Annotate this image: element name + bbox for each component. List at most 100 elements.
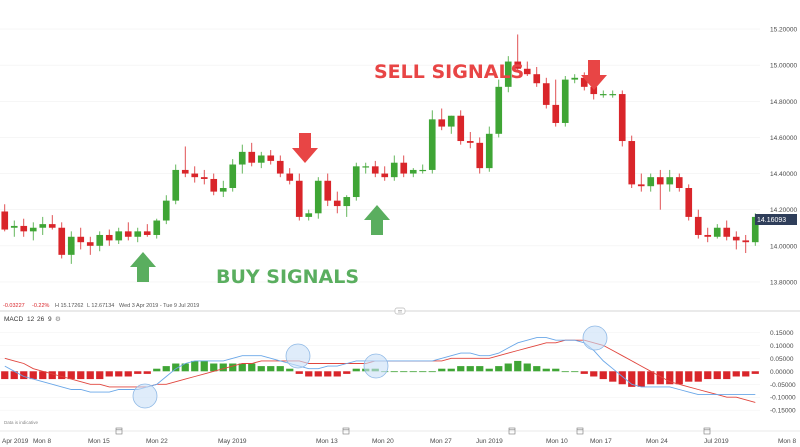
price-tick-label: 15.00000 [770, 63, 797, 70]
candle-down [333, 191, 341, 214]
macd-histogram-bar [162, 366, 170, 372]
candle-body [666, 177, 674, 185]
candle-body [191, 173, 199, 178]
candle-down [276, 155, 284, 178]
macd-histogram-bar [428, 371, 436, 373]
candle-up [10, 220, 18, 237]
candle-body [542, 83, 550, 105]
candle-body [134, 231, 142, 237]
macd-histogram-bar [219, 363, 227, 372]
calendar-icon[interactable] [703, 427, 711, 435]
candle-body [447, 115, 455, 127]
macd-histogram-bar [333, 371, 341, 377]
candle-body [77, 236, 85, 243]
candle-body [10, 225, 18, 228]
candle-body [286, 173, 294, 181]
macd-histogram-bar [200, 360, 208, 372]
candle-down [58, 222, 66, 259]
candle-body [599, 94, 607, 96]
macd-histogram-bar [590, 371, 598, 377]
candle-down [400, 155, 408, 178]
macd-histogram-bar [1, 371, 9, 380]
date-range: Wed 3 Apr 2019 - Tue 9 Jul 2019 [119, 303, 199, 309]
time-tick-label: Mon 13 [316, 438, 338, 445]
candle-body [656, 177, 664, 185]
macd-tick-label: 0.00000 [770, 369, 794, 376]
settings-gear-icon[interactable]: ⚙ [55, 315, 61, 323]
calendar-icon[interactable] [508, 427, 516, 435]
candle-up [485, 126, 493, 172]
candle-body [409, 169, 417, 174]
candle-body [314, 180, 322, 214]
candle-body [333, 200, 341, 207]
time-tick-label: Mon 8 [778, 438, 796, 445]
candle-down [105, 229, 113, 246]
high-value: H 15.17262 [55, 303, 83, 309]
macd-header[interactable]: MACD 12 26 9 ⚙ [4, 315, 61, 323]
buy-arrow-icon [130, 252, 156, 282]
candle-body [571, 77, 579, 80]
indicative-note: Data is indicative [4, 420, 39, 425]
candle-up [390, 155, 398, 181]
candle-body [514, 61, 522, 69]
candle-down [77, 227, 85, 250]
macd-histogram-bar [523, 363, 531, 372]
macd-histogram-bar [96, 371, 104, 380]
candle-body [580, 77, 588, 87]
time-tick-label: Jun 2019 [476, 438, 503, 445]
macd-histogram-bar [257, 366, 265, 372]
candle-up [571, 74, 579, 84]
candle-down [685, 184, 693, 221]
candle-down [514, 34, 522, 73]
macd-histogram-bar [124, 371, 132, 377]
crossover-marker [132, 383, 158, 409]
candle-up [96, 231, 104, 252]
calendar-icon[interactable] [576, 427, 584, 435]
candle-body [96, 234, 104, 246]
candle-up [115, 227, 123, 244]
calendar-icon[interactable] [342, 427, 350, 435]
time-tick-label: Mon 24 [646, 438, 668, 445]
candle-body [704, 234, 712, 237]
time-tick-label: Mon 15 [88, 438, 110, 445]
price-tick-label: 14.00000 [770, 243, 797, 250]
candle-up [219, 180, 227, 198]
price-tick-label: 13.80000 [770, 279, 797, 286]
macd-histogram-bar [713, 371, 721, 380]
candle-up [229, 159, 237, 192]
calendar-icon[interactable] [115, 427, 123, 435]
macd-histogram-bar [314, 371, 322, 377]
macd-histogram-bar [666, 371, 674, 385]
macd-tick-label: 0.15000 [770, 330, 794, 337]
macd-histogram-bar [210, 363, 218, 372]
candle-body [295, 180, 303, 217]
price-summary: -0.03227 -0.22% H 15.17262 L 12.67134 We… [3, 303, 199, 309]
candle-up [314, 177, 322, 219]
macd-histogram-bar [153, 368, 161, 372]
candle-up [238, 144, 246, 174]
panel-resize-handle[interactable] [394, 307, 406, 315]
macd-histogram-bar [143, 371, 151, 374]
macd-histogram-bar [48, 371, 56, 380]
macd-histogram-bar [751, 371, 759, 374]
candle-body [723, 227, 731, 237]
candle-body [751, 216, 759, 243]
candle-down [457, 110, 465, 145]
candle-body [381, 173, 389, 178]
candle-down [181, 146, 189, 178]
candle-down [675, 173, 683, 192]
candle-body [590, 86, 598, 95]
candle-down [656, 169, 664, 210]
candle-body [428, 119, 436, 170]
price-axis: 15.20000 15.00000 14.80000 14.60000 14.40000… [770, 27, 797, 287]
candle-body [685, 188, 693, 217]
time-tick-label: Jul 2019 [704, 438, 729, 445]
candle-down [124, 222, 132, 241]
candle-up [162, 195, 170, 225]
candle-down [191, 166, 199, 183]
time-tick-label: Mon 8 [33, 438, 51, 445]
candle-body [675, 177, 683, 188]
crossover-marker [582, 325, 608, 351]
macd-tick-label: -0.10000 [770, 395, 796, 402]
candle-down [438, 108, 446, 131]
